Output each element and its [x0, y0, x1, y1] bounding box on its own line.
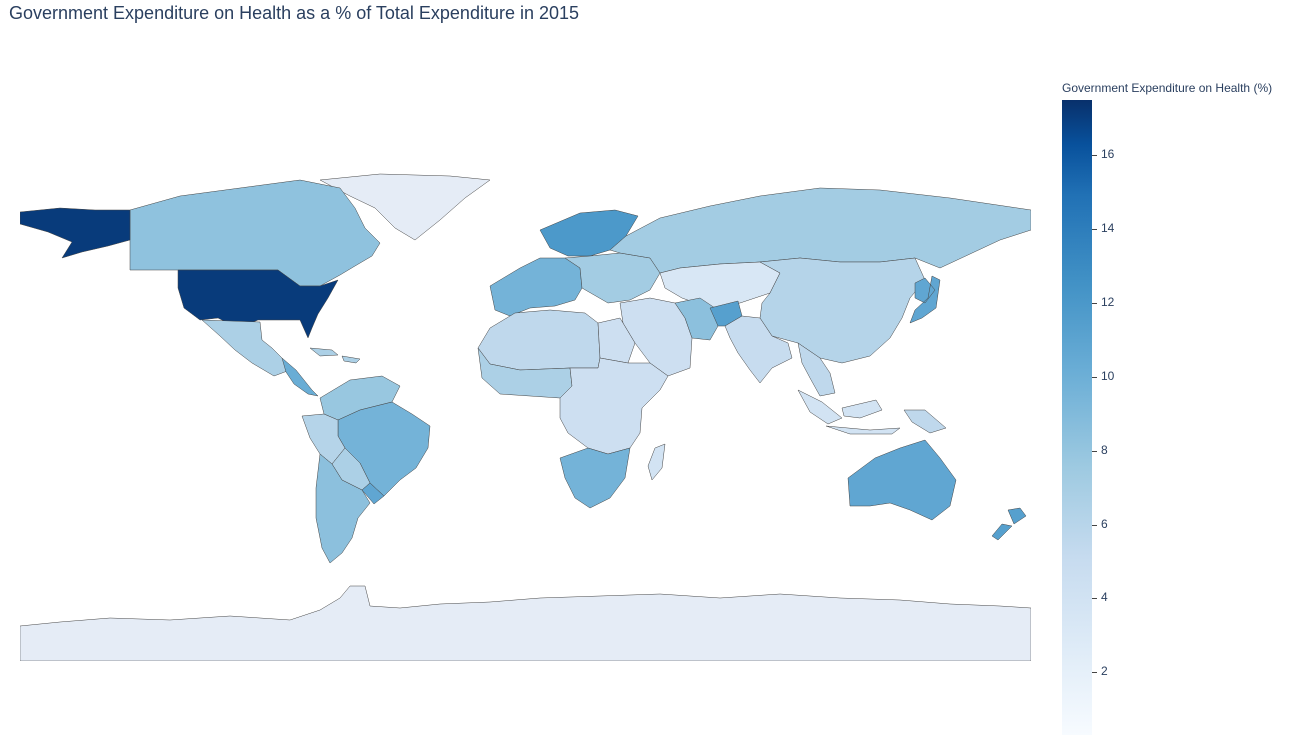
region-india[interactable]	[724, 315, 793, 384]
colorbar-tick-label: 14	[1101, 221, 1115, 236]
region-uruguay[interactable]	[361, 482, 385, 505]
region-australia[interactable]	[847, 439, 957, 521]
colorbar-tick-mark	[1092, 450, 1097, 452]
region-eastern-europe[interactable]	[564, 252, 661, 304]
colorbar-tick-mark	[1092, 303, 1097, 305]
region-papua-new-guinea[interactable]	[903, 409, 947, 434]
region-antarctica	[20, 585, 1031, 661]
region-japan-korea[interactable]	[909, 275, 941, 324]
colorbar-title: Government Expenditure on Health (%)	[1062, 81, 1273, 95]
region-argentina-chile[interactable]	[315, 453, 371, 564]
region-united-states[interactable]	[177, 269, 339, 339]
colorbar-tick-label: 2	[1101, 664, 1108, 679]
region-caribbean[interactable]	[309, 347, 361, 364]
region-new-zealand[interactable]	[991, 507, 1027, 541]
region-western-europe[interactable]	[489, 257, 583, 317]
region-southern-africa[interactable]	[559, 447, 631, 509]
region-madagascar[interactable]	[647, 443, 666, 481]
region-china-mongolia[interactable]	[759, 257, 926, 364]
region-north-africa[interactable]	[477, 309, 601, 371]
region-kazakhstan-central-asia[interactable]	[659, 261, 781, 309]
region-egypt[interactable]	[597, 317, 636, 364]
colorbar-tick-label: 16	[1101, 147, 1115, 162]
region-central-east-africa[interactable]	[559, 357, 669, 455]
region-greenland	[319, 173, 491, 241]
colorbar-ticks: 2 4 6 8 10 12 14 16	[1092, 100, 1152, 735]
colorbar-gradient	[1062, 100, 1092, 735]
colorbar-tick-mark	[1092, 524, 1097, 526]
colorbar-tick-mark	[1092, 155, 1097, 157]
colorbar-tick-label: 8	[1101, 442, 1108, 457]
colorbar-tick-mark	[1092, 376, 1097, 378]
region-central-america[interactable]	[281, 357, 319, 397]
colorbar-tick-label: 12	[1101, 295, 1115, 310]
colorbar-tick-mark	[1092, 229, 1097, 231]
region-mexico[interactable]	[201, 319, 291, 377]
colorbar-tick-label: 4	[1101, 590, 1108, 605]
world-map[interactable]	[20, 158, 1031, 661]
region-iran[interactable]	[674, 297, 719, 341]
colorbar-tick-mark	[1092, 672, 1097, 674]
region-alaska[interactable]	[20, 207, 131, 259]
region-southeast-asia[interactable]	[797, 342, 836, 397]
region-russia[interactable]	[609, 187, 1031, 274]
region-indonesia[interactable]	[797, 389, 901, 435]
colorbar-tick-label: 6	[1101, 516, 1108, 531]
chart-title: Government Expenditure on Health as a % …	[9, 3, 580, 23]
colorbar-tick-label: 10	[1101, 368, 1115, 383]
colorbar-tick-mark	[1092, 598, 1097, 600]
